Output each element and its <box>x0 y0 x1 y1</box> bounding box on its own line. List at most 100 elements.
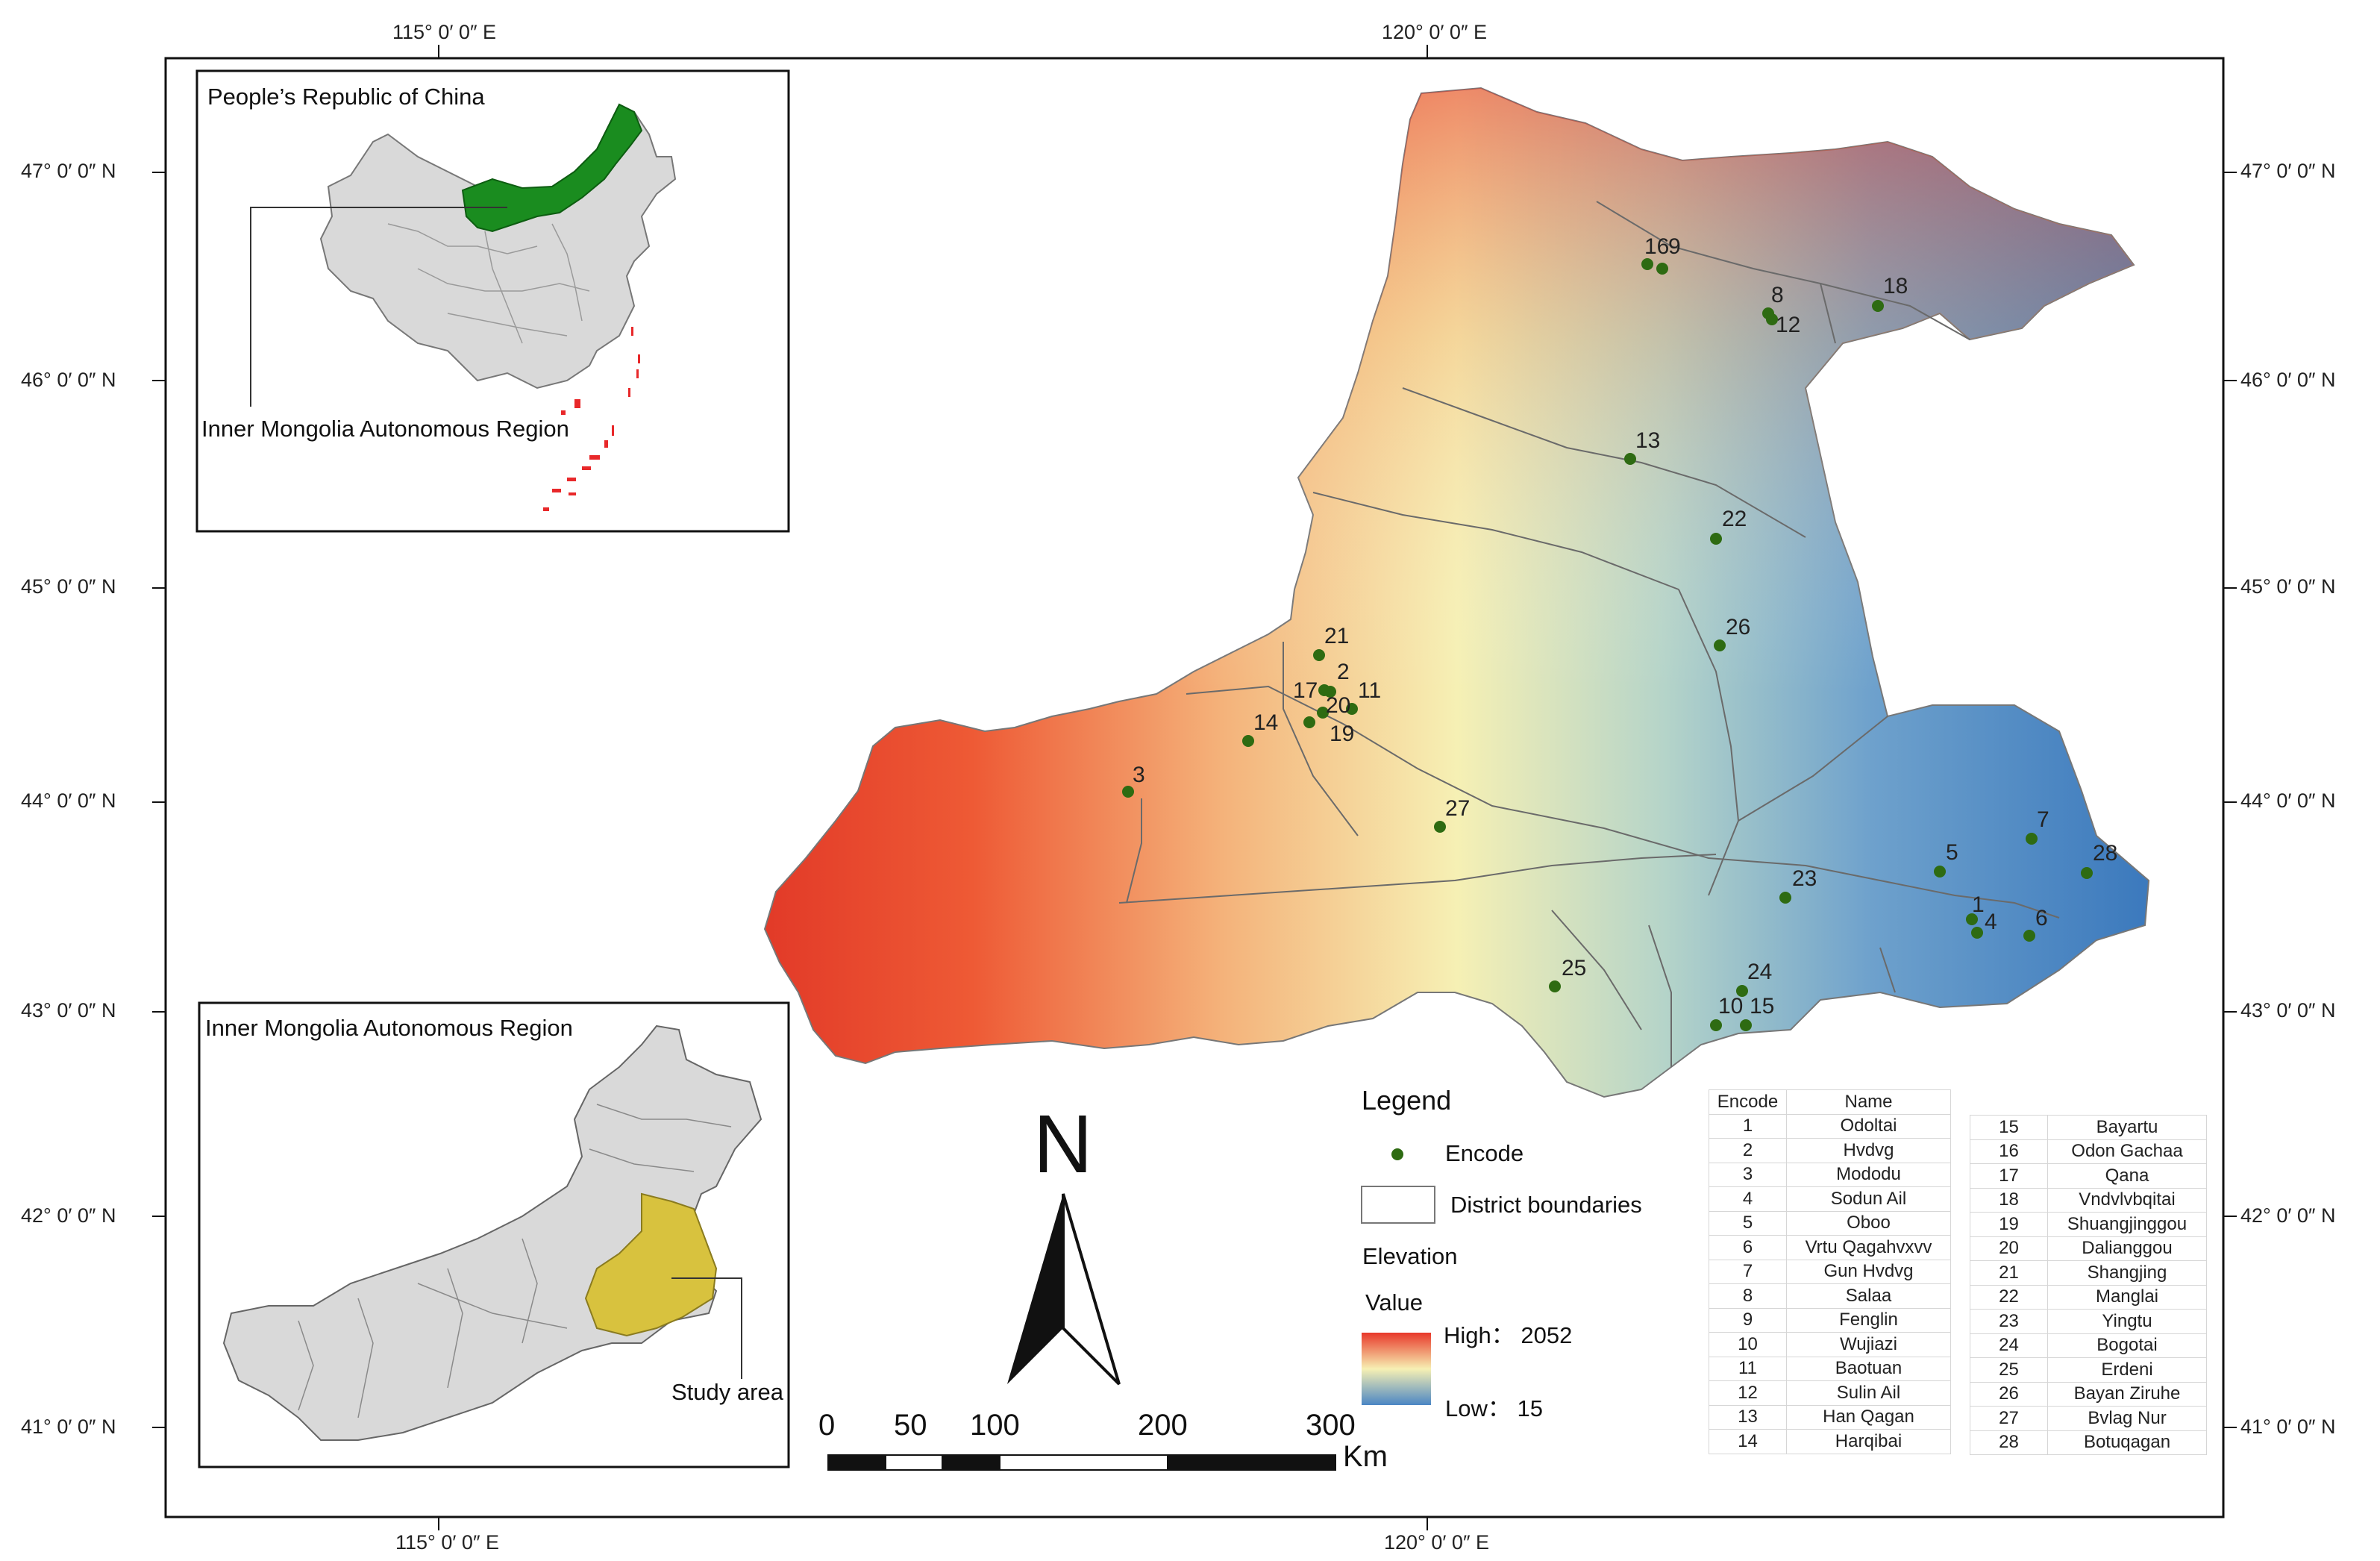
site-point-19 <box>1303 716 1315 728</box>
table-row: 23 Yingtu <box>1970 1309 2207 1334</box>
scale-tick-300: 300 <box>1306 1409 1356 1442</box>
site-name-cell: Botuqagan <box>2047 1430 2207 1455</box>
site-label-16: 16 <box>1644 234 1669 259</box>
site-name-cell: Shuangjinggou <box>2047 1212 2207 1237</box>
site-code-cell: 27 <box>1970 1406 2048 1431</box>
site-label-27: 27 <box>1445 796 1470 821</box>
site-code-cell: 2 <box>1709 1138 1787 1163</box>
inset-china-region-label: Inner Mongolia Autonomous Region <box>201 416 569 442</box>
site-name-cell: Qana <box>2047 1163 2207 1189</box>
table-row: 24 Bogotai <box>1970 1333 2207 1358</box>
encode-table-right: 15 Bayartu 16 Odon Gachaa 17 Qana 18 Vndvlvbqit… <box>1970 1115 2207 1455</box>
map-frame <box>164 57 2225 1518</box>
site-code-cell: 11 <box>1709 1356 1787 1381</box>
site-name-cell: Baotuan <box>1786 1356 1951 1381</box>
site-label-4: 4 <box>1985 910 1997 934</box>
table-row: 28 Botuqagan <box>1970 1430 2207 1455</box>
table-row: 22 Manglai <box>1970 1284 2207 1310</box>
site-code-cell: 24 <box>1970 1333 2048 1358</box>
site-label-13: 13 <box>1635 428 1660 453</box>
table-row: 14 Harqibai <box>1709 1429 1951 1454</box>
site-point-28 <box>2081 867 2093 879</box>
table-row: 7 Gun Hvdvg <box>1709 1259 1951 1284</box>
site-code-cell: 22 <box>1970 1284 2048 1310</box>
site-label-9: 9 <box>1668 234 1681 259</box>
table-row: 13 Han Qagan <box>1709 1404 1951 1430</box>
site-point-15 <box>1740 1019 1752 1031</box>
site-label-1: 1 <box>1972 892 1985 917</box>
legend-elevation-ramp <box>1362 1333 1431 1405</box>
table-row: 17 Qana <box>1970 1163 2207 1189</box>
lat-label-left-43: 43° 0′ 0″ N <box>21 999 116 1022</box>
site-point-27 <box>1434 821 1446 833</box>
north-arrow-letter: N <box>1033 1098 1093 1190</box>
site-point-6 <box>2023 930 2035 942</box>
site-label-7: 7 <box>2037 807 2049 832</box>
table-header-code: Encode <box>1709 1089 1787 1115</box>
site-label-8: 8 <box>1771 283 1784 307</box>
inset-china-title: People’s Republic of China <box>207 84 485 110</box>
site-point-18 <box>1872 300 1884 312</box>
site-name-cell: Erdeni <box>2047 1357 2207 1383</box>
lon-label-top-120: 120° 0′ 0″ E <box>1382 21 1488 43</box>
scale-unit: Km <box>1343 1440 1388 1473</box>
site-name-cell: Vndvlvbqitai <box>2047 1187 2207 1213</box>
site-label-26: 26 <box>1726 615 1750 639</box>
site-point-26 <box>1714 639 1726 651</box>
inner-mongolia-outline-map <box>222 1024 762 1441</box>
china-callout-line <box>250 207 507 407</box>
legend-elevation-title: Elevation <box>1362 1243 1458 1269</box>
site-name-cell: Bayartu <box>2047 1115 2207 1140</box>
site-label-23: 23 <box>1792 866 1817 891</box>
site-code-cell: 20 <box>1970 1236 2048 1261</box>
site-point-23 <box>1779 892 1791 904</box>
site-code-cell: 6 <box>1709 1235 1787 1260</box>
site-code-cell: 7 <box>1709 1259 1787 1284</box>
site-name-cell: Gun Hvdvg <box>1786 1259 1951 1284</box>
site-code-cell: 12 <box>1709 1380 1787 1406</box>
lat-label-right-46: 46° 0′ 0″ N <box>2240 369 2336 391</box>
lat-label-left-45: 45° 0′ 0″ N <box>21 575 116 598</box>
table-row: 1 Odoltai <box>1709 1113 1951 1139</box>
encode-table-left: Encode Name 1 Odoltai 2 Hvdvg 3 Mododu 4 Sodun … <box>1709 1089 1951 1454</box>
site-point-10 <box>1710 1019 1722 1031</box>
site-label-5: 5 <box>1946 840 1958 865</box>
table-row: 6 Vrtu Qagahvxvv <box>1709 1235 1951 1260</box>
legend-title: Legend <box>1362 1085 1452 1116</box>
site-code-cell: 25 <box>1970 1357 2048 1383</box>
site-point-25 <box>1549 980 1561 992</box>
table-row: 8 Salaa <box>1709 1283 1951 1309</box>
site-name-cell: Sodun Ail <box>1786 1186 1951 1212</box>
site-point-16 <box>1641 258 1653 270</box>
graticule-ticks <box>152 45 2237 1530</box>
site-label-25: 25 <box>1562 956 1586 980</box>
site-point-21 <box>1313 649 1325 661</box>
sample-points: 1234567891011121314151617181920212223242… <box>1122 234 2117 1031</box>
site-label-14: 14 <box>1253 710 1278 735</box>
site-point-11 <box>1346 703 1358 715</box>
study-area-region <box>763 87 2150 1098</box>
table-row: 4 Sodun Ail <box>1709 1186 1951 1212</box>
site-point-1 <box>1966 913 1978 925</box>
site-label-28: 28 <box>2093 841 2117 866</box>
table-row: 9 Fenglin <box>1709 1307 1951 1333</box>
site-code-cell: 18 <box>1970 1187 2048 1213</box>
site-point-14 <box>1242 735 1254 747</box>
site-code-cell: 28 <box>1970 1430 2048 1455</box>
site-code-cell: 14 <box>1709 1429 1787 1454</box>
site-label-11: 11 <box>1358 678 1381 703</box>
table-row: 2 Hvdvg <box>1709 1138 1951 1163</box>
site-name-cell: Yingtu <box>2047 1309 2207 1334</box>
scale-tick-200: 200 <box>1138 1409 1188 1442</box>
legend-encode-symbol <box>1391 1148 1403 1160</box>
legend-value-title: Value <box>1365 1289 1423 1316</box>
lat-label-left-46: 46° 0′ 0″ N <box>21 369 116 391</box>
table-row: 20 Dalianggou <box>1970 1236 2207 1261</box>
scale-tick-100: 100 <box>970 1409 1020 1442</box>
legend-boundary-label: District boundaries <box>1450 1192 1642 1218</box>
site-name-cell: Manglai <box>2047 1284 2207 1310</box>
site-point-13 <box>1624 453 1636 465</box>
table-row: 27 Bvlag Nur <box>1970 1406 2207 1431</box>
inset-im-title: Inner Mongolia Autonomous Region <box>205 1015 573 1041</box>
